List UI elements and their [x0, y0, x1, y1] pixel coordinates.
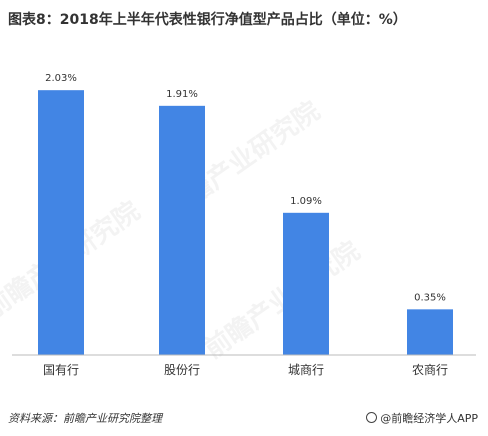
bars-layer: [38, 90, 453, 355]
bar-城商行: [283, 212, 329, 355]
category-label: 股份行: [164, 363, 200, 377]
category-label: 国有行: [43, 363, 79, 377]
brand-text: @前瞻经济学人APP: [380, 412, 478, 425]
bar-股份行: [159, 105, 205, 355]
value-label: 1.09%: [290, 196, 322, 207]
value-label: 1.91%: [166, 89, 198, 100]
bar-农商行: [407, 309, 453, 355]
category-label: 农商行: [412, 362, 448, 377]
labels-layer: 2.03% 国有行 1.91% 股份行 1.09% 城商行 0.35% 农商行: [43, 73, 448, 377]
source-note: 资料来源：前瞻产业研究院整理: [8, 412, 162, 425]
value-label: 2.03%: [45, 73, 77, 84]
category-label: 城商行: [288, 362, 324, 377]
brand-mark: @前瞻经济学人APP: [366, 410, 478, 426]
chart-title: 图表8：2018年上半年代表性银行净值型产品占比（单位：%）: [8, 12, 407, 28]
value-label: 0.35%: [414, 292, 446, 303]
bar-国有行: [38, 90, 84, 355]
brand-logo-icon: [366, 412, 378, 423]
